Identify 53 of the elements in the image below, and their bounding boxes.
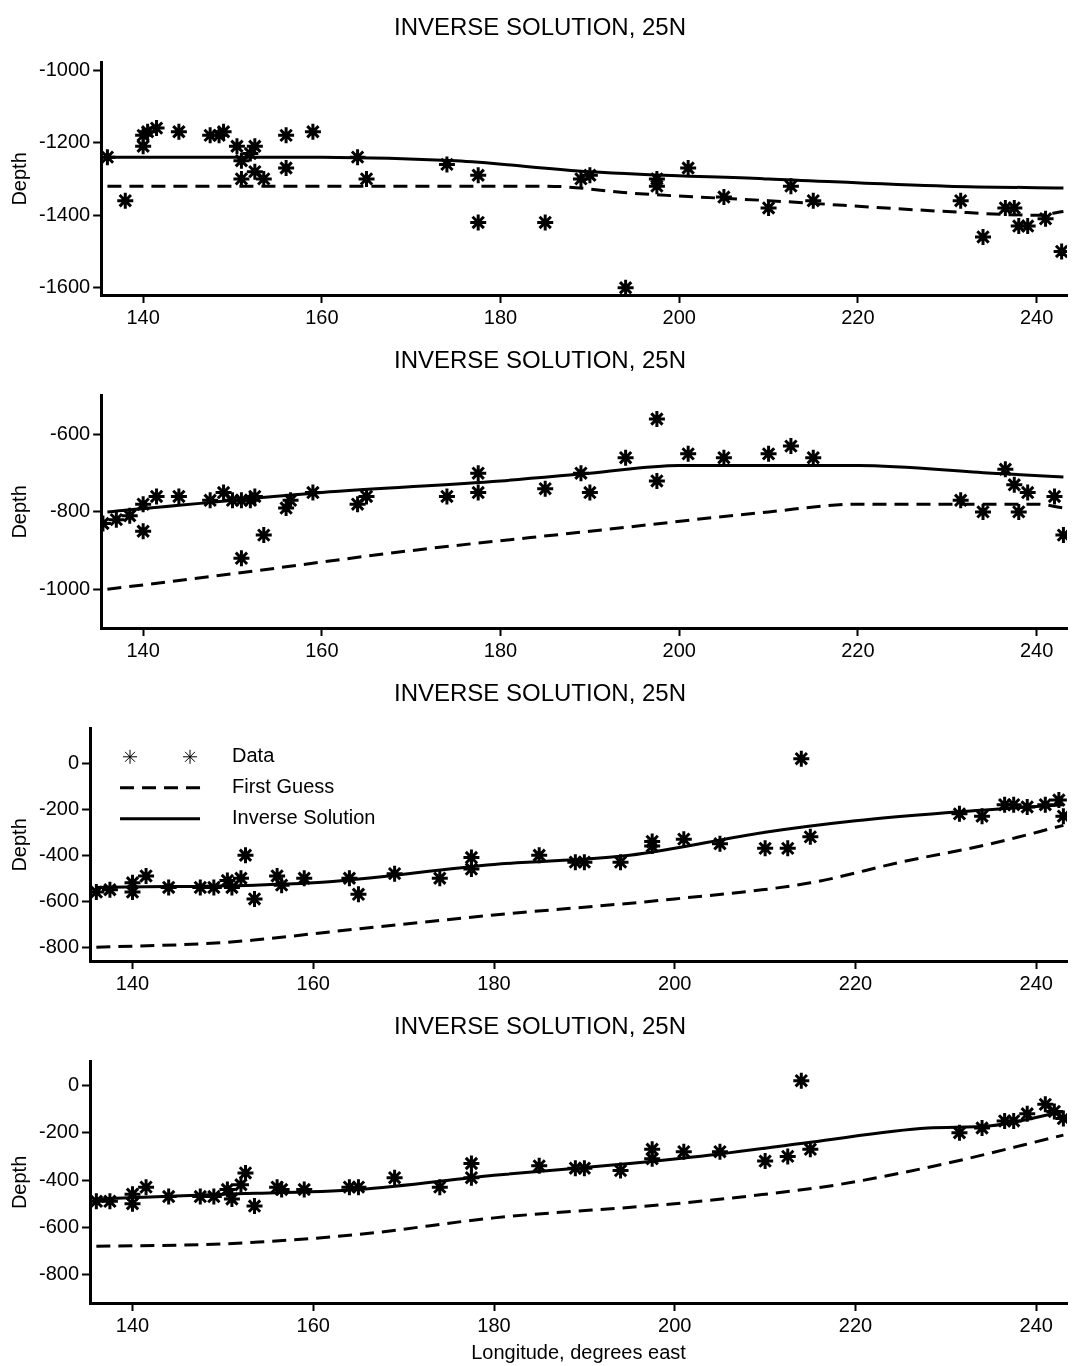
x-tick-label: 200 <box>658 1313 692 1336</box>
x-tick-label: 240 <box>1019 971 1053 994</box>
legend-label: Data <box>232 744 276 767</box>
y-axis-title: Depth <box>7 152 30 206</box>
x-tick-label: 220 <box>838 971 873 994</box>
x-tick-label: 160 <box>305 638 339 661</box>
legend-label: First Guess <box>232 775 335 798</box>
y-tick-label: -1600 <box>39 275 91 298</box>
x-tick-label: 240 <box>1019 638 1054 661</box>
y-tick-label: -400 <box>39 842 80 865</box>
y-tick-label: -600 <box>39 888 80 911</box>
x-tick-label: 140 <box>115 971 150 994</box>
y-tick-label: -1400 <box>39 202 91 225</box>
chart-title: INVERSE SOLUTION, 25N <box>393 1012 687 1040</box>
x-tick-label: 180 <box>477 971 511 994</box>
x-tick-label: 240 <box>1019 305 1054 328</box>
y-tick-label: 0 <box>67 1072 80 1095</box>
x-tick-label: 140 <box>126 638 160 661</box>
y-tick-label: -800 <box>39 1262 80 1285</box>
y-tick-label: -1000 <box>39 576 91 599</box>
y-tick-label: -600 <box>39 1214 80 1237</box>
x-tick-label: 180 <box>477 1313 511 1336</box>
y-tick-label: -200 <box>39 1120 80 1143</box>
x-tick-label: 240 <box>1019 1313 1053 1336</box>
x-tick-label: 220 <box>841 305 875 328</box>
chart-title: INVERSE SOLUTION, 25N <box>393 679 687 707</box>
y-tick-label: -400 <box>39 1167 80 1190</box>
x-tick-label: 180 <box>483 638 518 661</box>
x-tick-label: 200 <box>662 638 696 661</box>
y-tick-label: -600 <box>50 422 91 445</box>
x-axis-title: Longitude, degrees east <box>471 1340 687 1363</box>
x-tick-label: 220 <box>841 638 875 661</box>
y-tick-label: 0 <box>67 750 80 773</box>
x-tick-label: 200 <box>662 305 696 328</box>
x-tick-label: 180 <box>483 305 518 328</box>
x-tick-label: 160 <box>296 1313 330 1336</box>
y-tick-label: -200 <box>39 796 80 819</box>
y-axis-title: Depth <box>7 1155 30 1210</box>
x-tick-label: 140 <box>115 1313 150 1336</box>
x-tick-label: 200 <box>658 971 692 994</box>
x-tick-label: 140 <box>126 305 160 328</box>
y-axis-title: Depth <box>7 818 30 872</box>
x-tick-label: 160 <box>296 971 330 994</box>
x-tick-label: 160 <box>305 305 339 328</box>
x-tick-label: 220 <box>838 1313 873 1336</box>
y-axis-title: Depth <box>7 485 30 539</box>
y-tick-label: -800 <box>50 499 91 522</box>
y-tick-label: -1000 <box>39 57 91 80</box>
chart-title: INVERSE SOLUTION, 25N <box>393 346 687 374</box>
y-tick-label: -1200 <box>39 130 91 153</box>
legend-label: Inverse Solution <box>232 806 376 829</box>
chart-title: INVERSE SOLUTION, 25N <box>393 13 687 41</box>
y-tick-label: -800 <box>39 934 80 957</box>
